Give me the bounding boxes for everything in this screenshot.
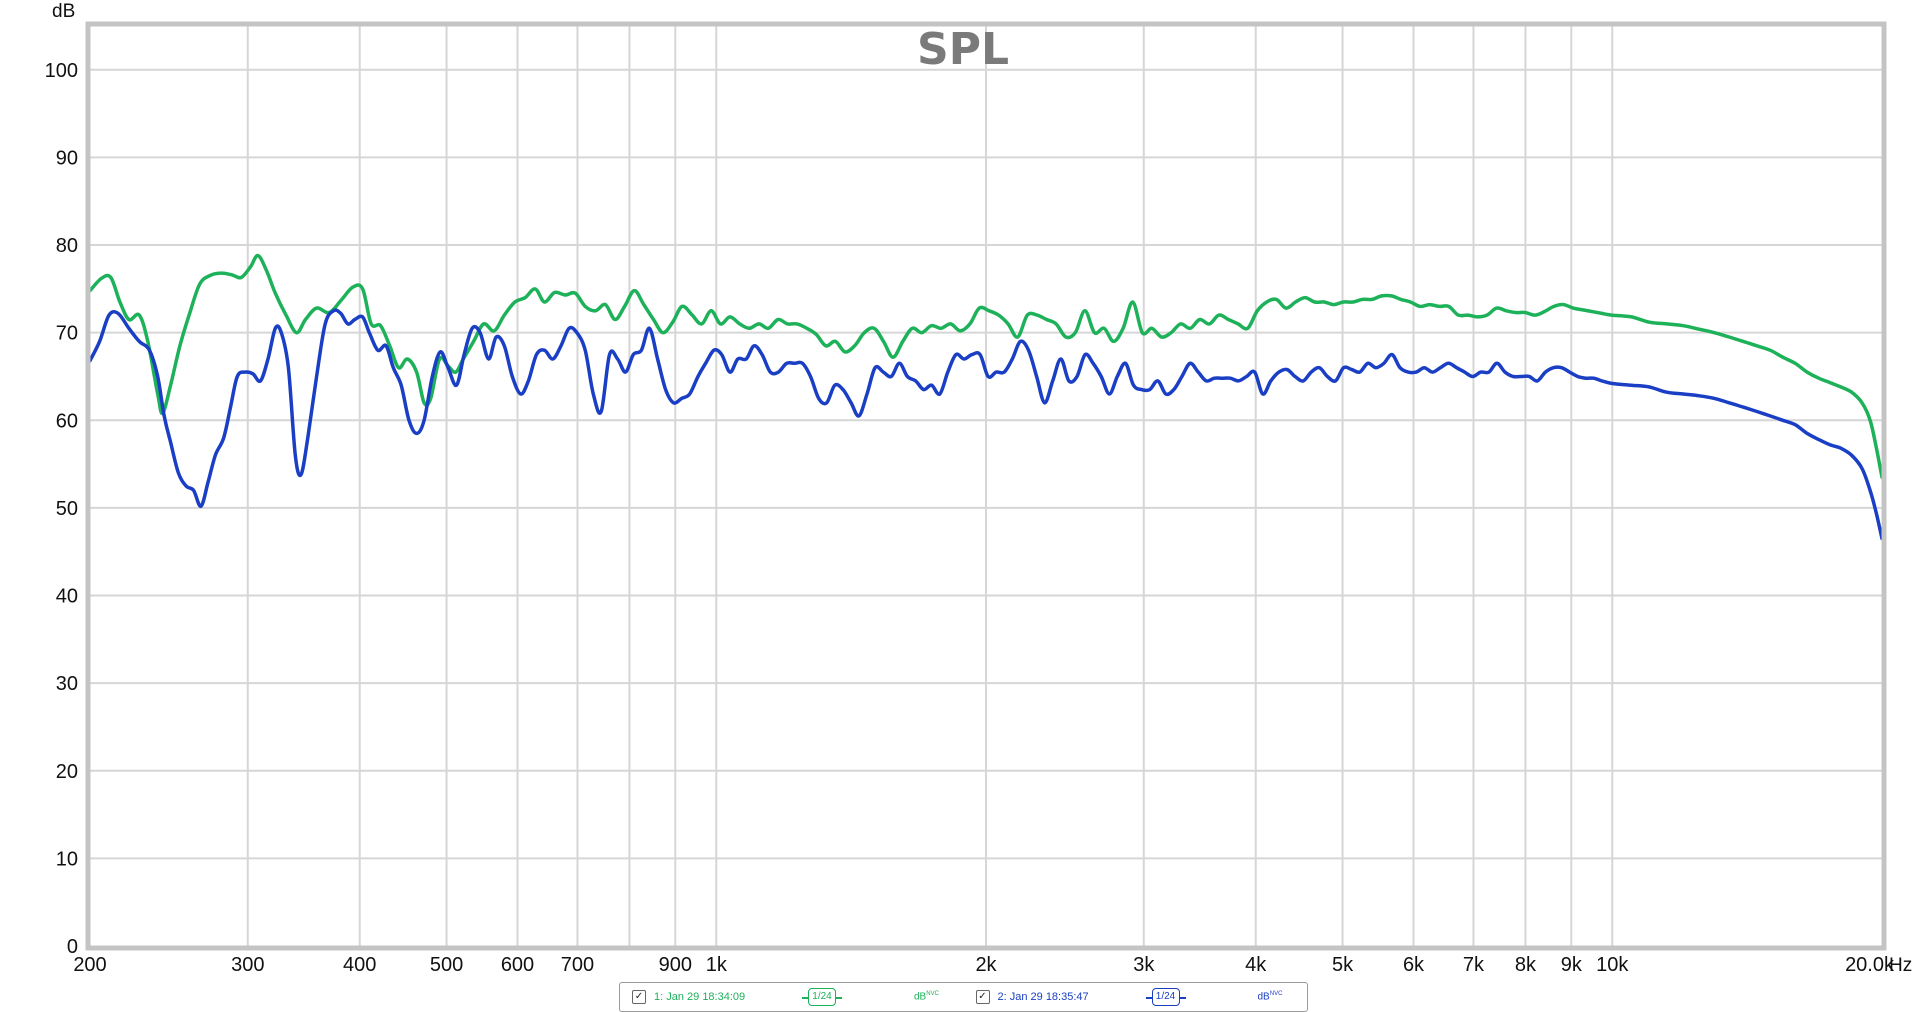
legend-entry-2: ✓ 2: Jan 29 18:35:47 1/24 dBNVC [964, 983, 1308, 1011]
x-tick-label-20.0k: 20.0k [1845, 954, 1895, 976]
y-tick-label-40: 40 [56, 586, 78, 608]
legend: ✓ 1: Jan 29 18:34:09 1/24 dBNVC ✓ 2: Jan 29 1… [619, 982, 1308, 1012]
y-axis-unit-label: dB [52, 1, 75, 22]
x-tick-label-6k: 6k [1403, 954, 1425, 976]
legend-entry-1: ✓ 1: Jan 29 18:34:09 1/24 dBNVC [620, 983, 964, 1011]
x-tick-label-4k: 4k [1245, 954, 1267, 976]
x-tick-label-10k: 10k [1596, 954, 1629, 976]
x-tick-label-700: 700 [561, 954, 594, 976]
y-tick-label-20: 20 [56, 761, 78, 783]
y-tick-label-100: 100 [45, 60, 78, 82]
series-line-2 [88, 308, 1884, 541]
tick-labels: 0 10 20 30 40 50 60 70 80 90 100 200 300 400 500 600 700… [45, 60, 1895, 976]
x-tick-label-8k: 8k [1515, 954, 1537, 976]
grid [90, 26, 1882, 946]
legend-checkbox-1[interactable]: ✓ [632, 990, 646, 1004]
y-tick-label-10: 10 [56, 848, 78, 870]
legend-smoothing-1[interactable]: 1/24 [802, 988, 842, 1006]
x-tick-label-500: 500 [430, 954, 463, 976]
x-tick-label-7k: 7k [1463, 954, 1485, 976]
x-tick-label-400: 400 [343, 954, 376, 976]
y-tick-label-60: 60 [56, 410, 78, 432]
legend-label-2: 2: Jan 29 18:35:47 [997, 991, 1089, 1003]
x-tick-label-2k: 2k [975, 954, 997, 976]
x-tick-label-1k: 1k [706, 954, 728, 976]
series-group [88, 253, 1884, 541]
y-tick-label-0: 0 [67, 936, 78, 958]
x-tick-label-5k: 5k [1332, 954, 1354, 976]
x-tick-label-9k: 9k [1561, 954, 1583, 976]
x-tick-label-3k: 3k [1133, 954, 1155, 976]
legend-label-1: 1: Jan 29 18:34:09 [654, 991, 746, 1003]
x-tick-label-900: 900 [659, 954, 692, 976]
y-tick-label-70: 70 [56, 323, 78, 345]
x-tick-label-600: 600 [501, 954, 534, 976]
legend-smoothing-2[interactable]: 1/24 [1145, 988, 1186, 1006]
chart-title: SPL [917, 24, 1009, 75]
legend-unit-2: dBNVC [1257, 991, 1283, 1003]
plot-frame [85, 21, 1887, 951]
y-tick-label-80: 80 [56, 235, 78, 257]
y-tick-label-30: 30 [56, 673, 78, 695]
series-line-1 [88, 253, 1884, 479]
legend-checkbox-2[interactable]: ✓ [975, 990, 990, 1004]
x-tick-label-200: 200 [73, 954, 106, 976]
legend-unit-1: dBNVC [914, 991, 939, 1003]
y-tick-label-50: 50 [56, 498, 78, 520]
y-tick-label-90: 90 [56, 147, 78, 169]
x-tick-label-300: 300 [231, 954, 264, 976]
x-axis-unit-label: Hz [1889, 955, 1912, 976]
